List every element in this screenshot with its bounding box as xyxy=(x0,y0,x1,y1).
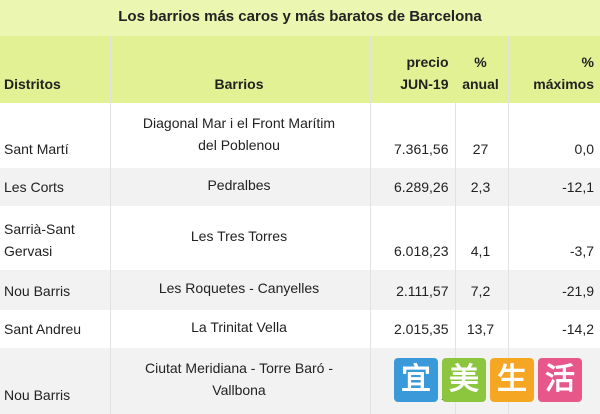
precio-text: 2.111,57 xyxy=(396,283,449,299)
distrito-cell: Nou Barris xyxy=(0,348,110,414)
header-text: Barrios xyxy=(214,76,264,92)
header-text: JUN-19 xyxy=(400,76,449,92)
maximos-cell: -14,2 xyxy=(507,310,600,348)
header-text: % xyxy=(581,54,594,70)
table-row: Sant Andreu La Trinitat Vella 2.015,35 13,7… xyxy=(0,310,600,348)
barrio-text: Les Roquetes - Canyelles xyxy=(158,280,320,296)
barrio-text: Vallbona xyxy=(212,382,266,398)
precio-cell: 6.018,23 xyxy=(369,206,455,270)
distrito-text: Sant Martí xyxy=(4,141,69,157)
anual-text: 13,7 xyxy=(466,321,495,337)
barrio-text: Les Tres Torres xyxy=(190,228,288,244)
anual-cell: 13,7 xyxy=(454,310,508,348)
header-cell: Distritos xyxy=(0,36,110,103)
anual-cell: 7,2 xyxy=(454,270,508,310)
distrito-cell: Les Corts xyxy=(0,168,110,206)
table-row: Nou Barris Les Roquetes - Canyelles 2.111,… xyxy=(0,270,600,310)
anual-cell: 2,3 xyxy=(454,168,508,206)
watermark-char: 美 xyxy=(442,358,486,402)
anual-text: 7,2 xyxy=(470,283,491,299)
table: Distritos Barrios precio JUN-19 % anual % m… xyxy=(0,36,600,414)
watermark: 宜美生活 xyxy=(394,358,582,402)
maximos-cell: 0,0 xyxy=(507,103,600,168)
maximos-cell: -12,1 xyxy=(507,168,600,206)
table-row: Sarrià-Sant Gervasi Les Tres Torres 6.018,2… xyxy=(0,206,600,270)
watermark-char: 生 xyxy=(490,358,534,402)
maximos-cell: -3,7 xyxy=(507,206,600,270)
distrito-cell: Sant Andreu xyxy=(0,310,110,348)
barrio-text: Pedralbes xyxy=(207,177,271,193)
distrito-text: Les Corts xyxy=(4,179,64,195)
precio-cell: 2.015,35 xyxy=(369,310,455,348)
precio-text: 6.018,23 xyxy=(394,243,449,259)
barrio-text: Ciutat Meridiana - Torre Baró - xyxy=(144,360,334,376)
maximos-text: -21,9 xyxy=(562,283,594,299)
watermark-char: 活 xyxy=(538,358,582,402)
barrio-cell: Ciutat Meridiana - Torre Baró - Vallbona xyxy=(109,348,370,414)
table-row: Les Corts Pedralbes 6.289,26 2,3 -12,1 xyxy=(0,168,600,206)
watermark-char: 宜 xyxy=(394,358,438,402)
precio-cell: 7.361,56 xyxy=(369,103,455,168)
table-body: Distritos Barrios precio JUN-19 % anual % m… xyxy=(0,36,600,414)
header-row: Distritos Barrios precio JUN-19 % anual % m… xyxy=(0,36,600,103)
anual-cell: 4,1 xyxy=(454,206,508,270)
anual-text: 27 xyxy=(472,141,489,157)
maximos-text: 0,0 xyxy=(574,141,594,157)
precio-text: 6.289,26 xyxy=(394,179,449,195)
anual-text: 4,1 xyxy=(470,243,491,259)
maximos-text: -14,2 xyxy=(562,321,594,337)
distrito-text: Sant Andreu xyxy=(4,321,82,337)
precio-cell: 2.111,57 xyxy=(369,270,455,310)
distrito-text: Nou Barris xyxy=(4,387,71,403)
distrito-text: Nou Barris xyxy=(4,283,71,299)
table-title: Los barrios más caros y más baratos de B… xyxy=(0,0,600,37)
header-text: Distritos xyxy=(4,76,61,92)
header-text: máximos xyxy=(533,76,594,92)
header-cell: Barrios xyxy=(109,36,370,103)
barrio-text: La Trinitat Vella xyxy=(191,319,287,335)
header-text: % xyxy=(474,54,487,70)
precio-text: 7.361,56 xyxy=(394,141,449,157)
table-row: Sant Martí Diagonal Mar i el Front Maríti… xyxy=(0,103,600,168)
header-cell: % máximos xyxy=(507,36,600,103)
barrio-cell: Les Tres Torres xyxy=(109,206,370,270)
barrio-text: del Poblenou xyxy=(198,136,280,153)
barrio-text: Diagonal Mar i el Front Marítim xyxy=(142,114,336,131)
distrito-text: Sarrià-Sant xyxy=(4,221,75,237)
distrito-text: Gervasi xyxy=(4,243,53,259)
barrio-cell: Diagonal Mar i el Front Marítim del Poble… xyxy=(109,103,370,168)
distrito-cell: Nou Barris xyxy=(0,270,110,310)
precio-text: 2.015,35 xyxy=(394,321,449,337)
maximos-cell: -21,9 xyxy=(507,270,600,310)
header-text: anual xyxy=(462,76,499,92)
header-text: precio xyxy=(406,54,449,70)
distrito-cell: Sarrià-Sant Gervasi xyxy=(0,206,110,270)
anual-cell: 27 xyxy=(454,103,508,168)
barrio-cell: Les Roquetes - Canyelles xyxy=(109,270,370,310)
maximos-text: -12,1 xyxy=(562,179,594,195)
barrio-cell: Pedralbes xyxy=(109,168,370,206)
precio-cell: 6.289,26 xyxy=(369,168,455,206)
header-cell: % anual xyxy=(454,36,508,103)
anual-text: 2,3 xyxy=(470,179,491,195)
maximos-text: -3,7 xyxy=(569,243,594,259)
header-cell: precio JUN-19 xyxy=(369,36,455,103)
distrito-cell: Sant Martí xyxy=(0,103,110,168)
barrio-cell: La Trinitat Vella xyxy=(109,310,370,348)
